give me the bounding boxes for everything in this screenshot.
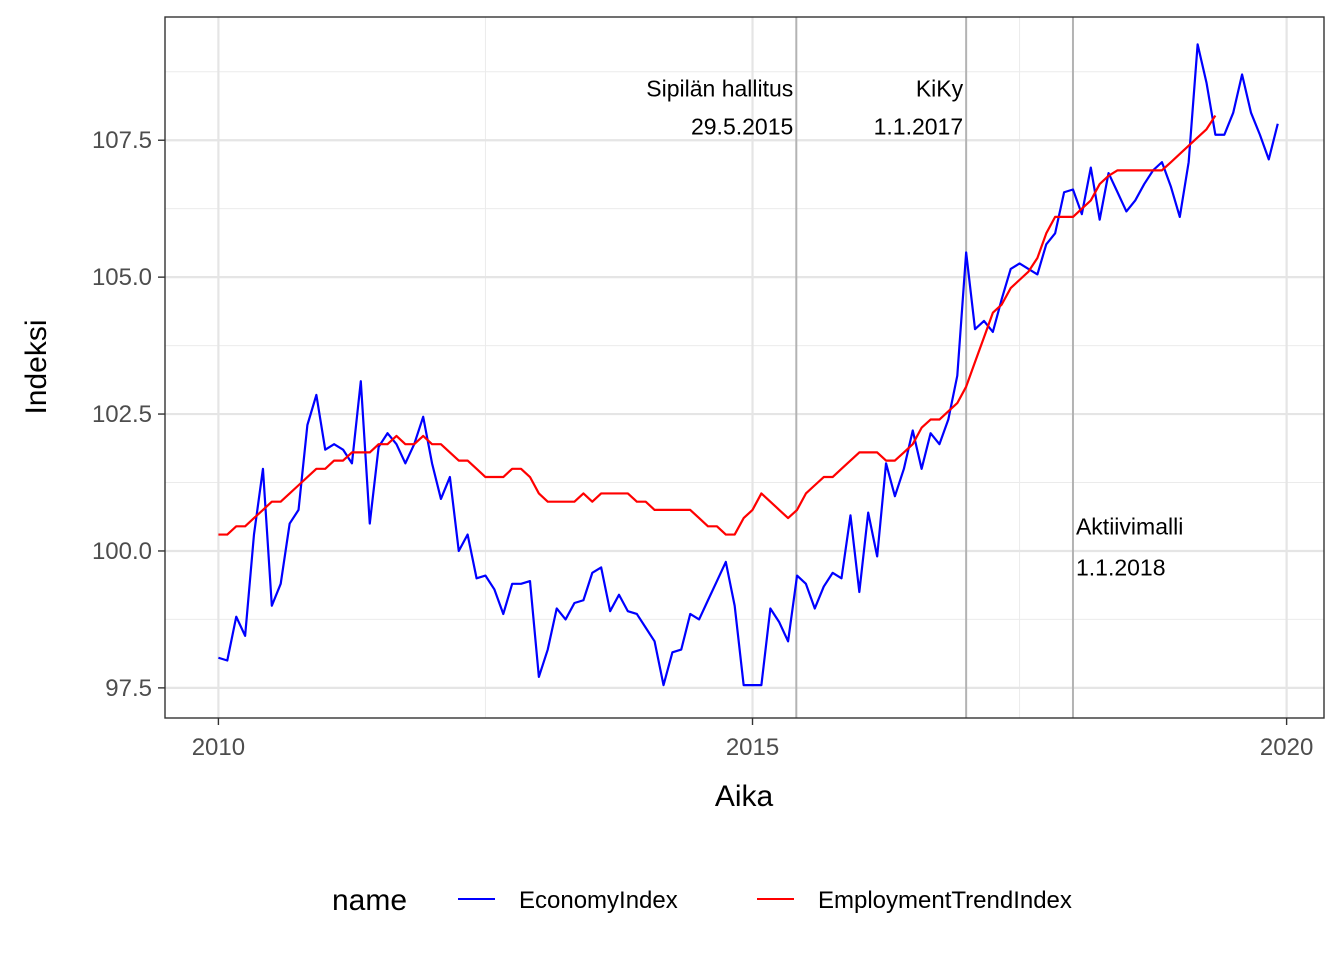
series-line-economyindex <box>218 43 1279 687</box>
y-axis: 97.5 100.0 102.5 105.0 107.5 <box>92 127 165 702</box>
y-tick-label: 100.0 <box>92 538 152 565</box>
event-annotations: Sipilän hallitus 29.5.2015 KiKy 1.1.2017 Akt… <box>646 75 1183 580</box>
legend-title: name <box>332 884 407 917</box>
x-axis-title: Aika <box>715 780 774 813</box>
x-tick-label: 2020 <box>1260 734 1313 761</box>
legend-label-employmenttrendindex: EmploymentTrendIndex <box>818 887 1072 914</box>
series-line-employmenttrendindex <box>218 114 1217 536</box>
y-tick-label: 105.0 <box>92 264 152 291</box>
series-lines <box>218 43 1279 687</box>
plot-panel <box>165 17 1324 718</box>
y-tick-label: 97.5 <box>105 675 152 702</box>
y-tick-label: 102.5 <box>92 401 152 428</box>
x-axis: 2010 2015 2020 <box>192 718 1313 761</box>
legend-label-economyindex: EconomyIndex <box>519 887 678 914</box>
event-label-line1: Sipilän hallitus <box>646 75 793 101</box>
y-tick-label: 107.5 <box>92 127 152 154</box>
plot-border <box>164 16 1325 719</box>
y-axis-title: Indeksi <box>20 319 53 414</box>
event-lines <box>795 17 1074 718</box>
event-label-line2: 1.1.2018 <box>1076 555 1166 581</box>
event-label-line2: 29.5.2015 <box>691 114 793 140</box>
legend: name EconomyIndex EmploymentTrendIndex <box>332 884 1072 917</box>
x-tick-label: 2015 <box>726 734 779 761</box>
event-label-line1: Aktiivimalli <box>1076 514 1183 540</box>
event-label-line1: KiKy <box>916 75 964 101</box>
minor-gridlines <box>165 17 1324 718</box>
major-gridlines <box>165 17 1324 718</box>
x-tick-label: 2010 <box>192 734 245 761</box>
event-label-line2: 1.1.2017 <box>874 114 964 140</box>
